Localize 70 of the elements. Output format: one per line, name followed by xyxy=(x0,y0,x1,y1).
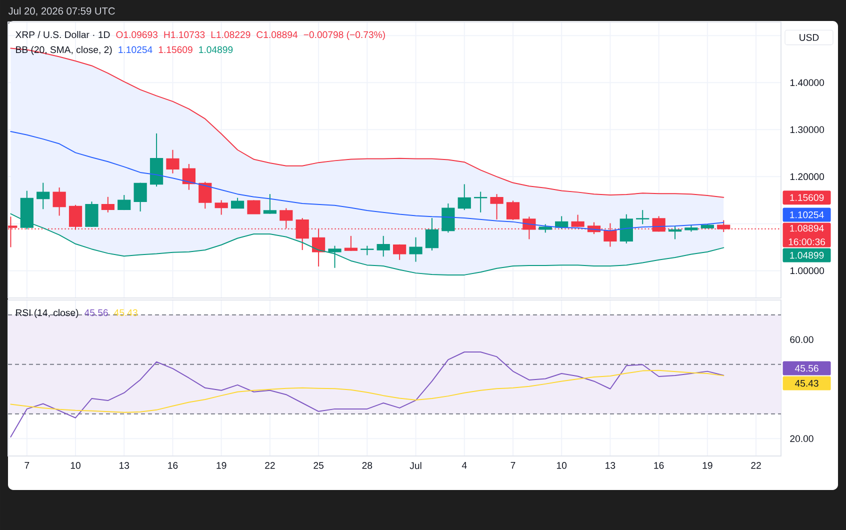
text: Jul 20, 2026 07:59 UTC xyxy=(8,7,115,16)
line-series xyxy=(10,48,724,198)
text: 1.04899 xyxy=(790,252,824,259)
x-tick-label: 4 xyxy=(462,462,467,469)
annotation: C1.08894 xyxy=(256,31,298,38)
text: 1.15609 xyxy=(790,194,824,201)
annotation: 1.10254 xyxy=(118,46,152,54)
annotation: L1.08229 xyxy=(211,31,250,38)
candlestick xyxy=(118,194,131,211)
candlestick xyxy=(166,149,180,174)
y-tick-label: 1.40000 xyxy=(790,79,824,86)
x-tick-label: Jul xyxy=(410,462,422,470)
annotation: −0.00798 (−0.73%) xyxy=(304,31,385,40)
candlestick xyxy=(52,186,66,216)
candlestick xyxy=(85,201,98,228)
y-tick-label: 1.00000 xyxy=(790,267,824,274)
candlestick xyxy=(620,214,633,244)
y-tick-label: 1.20000 xyxy=(790,173,824,180)
x-tick-label: 28 xyxy=(362,462,372,469)
annotation: H1.10733 xyxy=(164,31,205,38)
text: 1.10254 xyxy=(790,211,824,218)
candlestick xyxy=(442,202,455,234)
candlestick xyxy=(230,197,244,209)
candlestick xyxy=(668,226,682,240)
x-tick-label: 10 xyxy=(70,462,80,469)
x-tick-label: 10 xyxy=(556,462,567,469)
candlestick xyxy=(134,182,147,212)
y-tick-label: 1.30000 xyxy=(790,126,824,134)
y-tick-label: 20.00 xyxy=(790,435,814,442)
text: RSI (14, close) xyxy=(16,309,78,318)
candlestick xyxy=(182,163,196,190)
x-tick-label: 22 xyxy=(751,462,761,469)
x-tick-label: 19 xyxy=(702,462,712,469)
x-tick-label: 19 xyxy=(216,462,226,469)
x-tick-label: 22 xyxy=(265,462,275,469)
x-tick-label: 13 xyxy=(120,462,130,469)
annotation: O1.09693 xyxy=(116,31,158,38)
candlestick xyxy=(376,235,390,258)
x-tick-label: 7 xyxy=(24,462,30,469)
candlestick xyxy=(425,218,439,251)
candlestick xyxy=(214,200,228,216)
candlestick xyxy=(36,182,50,210)
candlestick xyxy=(328,245,342,268)
candlestick xyxy=(490,194,504,220)
x-tick-label: 25 xyxy=(314,462,324,469)
text: 45.43 xyxy=(794,380,818,387)
ref-line-label: 1.08894 xyxy=(790,224,824,232)
candlestick xyxy=(636,210,650,225)
x-tick-label: 7 xyxy=(510,462,516,469)
x-tick-label: 16 xyxy=(654,462,664,469)
annotation: 1.04899 xyxy=(199,46,233,54)
annotation: 1.15609 xyxy=(158,46,192,54)
candlestick xyxy=(344,235,358,252)
y-tick-label: 60.00 xyxy=(790,336,814,344)
candlestick xyxy=(263,194,277,214)
candlestick xyxy=(198,181,212,210)
candlestick xyxy=(458,184,471,211)
candlestick xyxy=(101,196,114,213)
candlestick xyxy=(247,200,260,214)
candlestick xyxy=(506,200,520,220)
x-tick-label: 13 xyxy=(606,462,616,469)
text: 45.56 xyxy=(794,364,818,372)
text: 16:00:36 xyxy=(788,238,826,246)
x-tick-label: 16 xyxy=(168,462,178,469)
text: XRP / U.S. Dollar · 1D xyxy=(15,31,110,38)
candlestick xyxy=(360,245,374,256)
candlestick xyxy=(393,244,406,260)
annotation: 45.56 xyxy=(84,309,108,316)
candlestick xyxy=(409,236,422,262)
y-axis-title: USD xyxy=(800,34,819,41)
